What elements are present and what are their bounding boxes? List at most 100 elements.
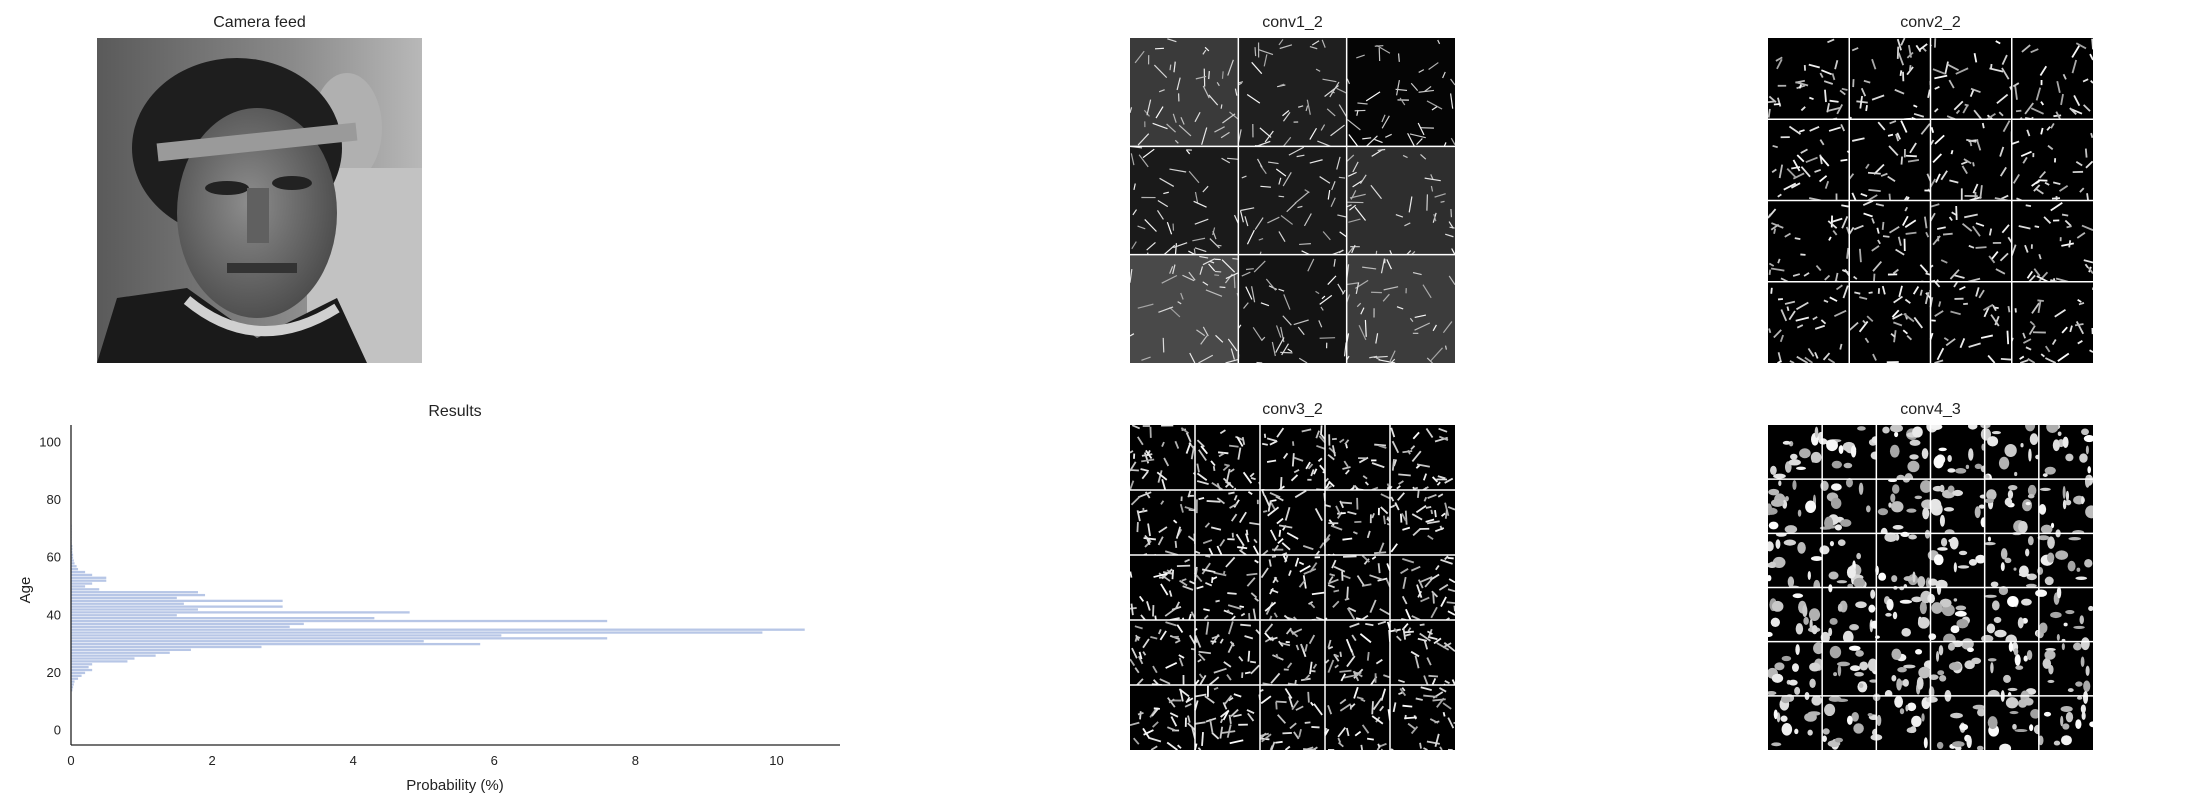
y-tick-label-60: 60 (47, 550, 61, 565)
bar-age-37 (71, 622, 304, 626)
y-tick-label-40: 40 (47, 607, 61, 622)
bar-age-33 (71, 634, 502, 637)
conv1-tile (1130, 254, 1239, 363)
bar-age-53 (71, 576, 107, 579)
conv1-tile (1130, 145, 1239, 256)
conv3-tile (1195, 425, 1261, 491)
bar-age-31 (71, 640, 424, 643)
conv1-tile (1346, 146, 1455, 256)
conv2-tile (1929, 119, 2013, 202)
conv4-tile (1768, 479, 1823, 534)
conv3-tile (1324, 490, 1391, 556)
x-tick-label-6: 6 (491, 753, 498, 768)
conv2-tile (1929, 281, 2012, 363)
bar-age-18 (71, 677, 79, 680)
bar-age-14 (71, 689, 73, 692)
conv4-tile (1925, 690, 1986, 750)
bar-age-60 (71, 556, 74, 559)
conv3-tile (1130, 555, 1196, 621)
bar-age-20 (71, 671, 86, 675)
conv3-tile (1390, 555, 1455, 621)
x-tick-label-0: 0 (67, 753, 74, 768)
conv1-title: conv1_2 (1262, 14, 1323, 31)
conv3-tile (1389, 425, 1455, 491)
conv4-tile (1927, 533, 1986, 590)
conv4-tile (1926, 425, 1988, 480)
bar-age-27 (71, 651, 170, 654)
bar-age-46 (71, 596, 177, 600)
conv1-tile (1346, 38, 1455, 147)
bar-age-15 (71, 686, 74, 689)
conv2-tile (1848, 281, 1932, 363)
conv2-tile (1848, 199, 1931, 283)
bar-age-29 (71, 645, 262, 649)
conv3-tile (1130, 685, 1196, 750)
y-axis-label: Age (17, 577, 34, 604)
conv4-tile (1984, 690, 2043, 750)
x-tick-label-8: 8 (632, 753, 639, 768)
bar-age-22 (71, 666, 89, 669)
conv4-tile (1876, 425, 1931, 485)
conv2-tile (1929, 38, 2013, 121)
conv2-tile (1848, 38, 1932, 121)
conv2-tile (1929, 200, 2013, 283)
conv3-tile (1389, 490, 1455, 555)
conv4-tile (1984, 479, 2039, 534)
conv2-tile (2010, 200, 2093, 283)
x-tick-label-4: 4 (350, 753, 357, 768)
conv4-tile (2038, 425, 2093, 480)
conv2-tile (1768, 281, 1850, 363)
conv4-tile (1981, 586, 2041, 647)
conv1-tile (1130, 38, 1239, 147)
conv4-tile (1768, 641, 1824, 696)
conv4-tile (1929, 479, 1988, 537)
bar-age-62 (71, 550, 73, 553)
conv4-tile (1876, 476, 1935, 539)
y-tick-label-80: 80 (47, 492, 61, 507)
conv4-tile (1874, 585, 1932, 642)
bar-age-36 (71, 625, 290, 628)
conv4-tile (2037, 529, 2093, 588)
bar-age-56 (71, 567, 79, 571)
conv4-tile (1768, 532, 1823, 592)
bar-age-64 (71, 544, 73, 548)
bar-age-16 (71, 683, 74, 686)
conv3-title: conv3_2 (1262, 401, 1323, 418)
conv4-tile (1927, 582, 1985, 645)
bar-age-25 (71, 657, 135, 660)
x-axis-label: Probability (%) (406, 777, 504, 794)
bar-age-50 (71, 585, 86, 588)
conv2-tile (1768, 38, 1850, 121)
x-tick-label-10: 10 (769, 753, 783, 768)
conv4-tile (1768, 587, 1823, 642)
bar-series (71, 524, 805, 692)
conv4-title: conv4_3 (1900, 401, 1961, 418)
conv3-tile (1259, 685, 1325, 750)
bar-age-24 (71, 660, 128, 663)
conv4-tile (1875, 529, 1931, 590)
conv4-tile (1984, 641, 2039, 700)
chart-title: Results (428, 403, 481, 420)
conv3-tile (1324, 685, 1391, 750)
bar-age-41 (71, 611, 410, 614)
conv4-tile (2038, 474, 2093, 536)
bar-age-48 (71, 591, 198, 594)
y-tick-label-0: 0 (54, 723, 61, 738)
conv3-tile (1390, 685, 1455, 750)
bar-age-32 (71, 637, 608, 640)
bar-age-45 (71, 599, 283, 603)
conv3-tile (1195, 490, 1261, 556)
bar-age-42 (71, 608, 198, 611)
conv1-tile (1237, 254, 1347, 363)
conv4-tile (2038, 691, 2093, 750)
conv3-tile (1260, 425, 1326, 491)
conv1-tile (1238, 146, 1347, 256)
bar-age-58 (71, 562, 75, 565)
conv4-tile (1819, 533, 1877, 589)
conv4-tile (1980, 425, 2041, 483)
conv3-tile (1389, 620, 1455, 686)
conv1-tile (1346, 254, 1455, 363)
bar-age-21 (71, 668, 93, 672)
